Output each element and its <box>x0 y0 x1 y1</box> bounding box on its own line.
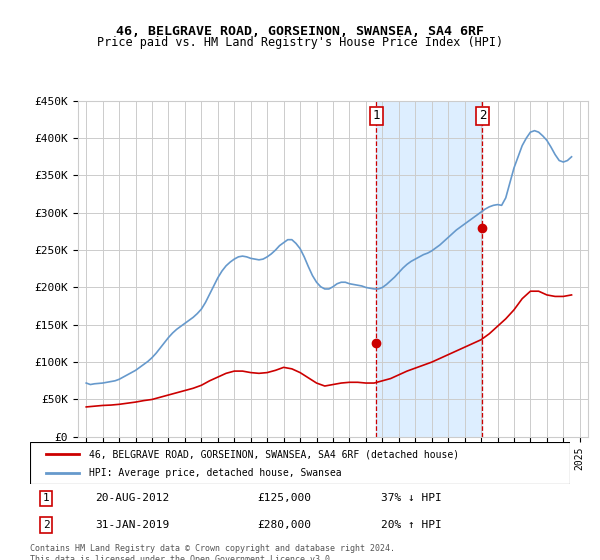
Text: 1: 1 <box>43 493 50 503</box>
Text: £125,000: £125,000 <box>257 493 311 503</box>
FancyBboxPatch shape <box>30 442 570 484</box>
Text: £280,000: £280,000 <box>257 520 311 530</box>
Text: 1: 1 <box>373 109 380 122</box>
Text: Price paid vs. HM Land Registry's House Price Index (HPI): Price paid vs. HM Land Registry's House … <box>97 36 503 49</box>
Text: 20% ↑ HPI: 20% ↑ HPI <box>381 520 442 530</box>
Text: 31-JAN-2019: 31-JAN-2019 <box>95 520 169 530</box>
Text: 2: 2 <box>479 109 486 122</box>
Text: HPI: Average price, detached house, Swansea: HPI: Average price, detached house, Swan… <box>89 468 342 478</box>
Text: Contains HM Land Registry data © Crown copyright and database right 2024.
This d: Contains HM Land Registry data © Crown c… <box>30 544 395 560</box>
Text: 37% ↓ HPI: 37% ↓ HPI <box>381 493 442 503</box>
Bar <box>376 101 482 437</box>
Text: 20-AUG-2012: 20-AUG-2012 <box>95 493 169 503</box>
Text: 46, BELGRAVE ROAD, GORSEINON, SWANSEA, SA4 6RF (detached house): 46, BELGRAVE ROAD, GORSEINON, SWANSEA, S… <box>89 449 460 459</box>
Text: 2: 2 <box>43 520 50 530</box>
Text: 46, BELGRAVE ROAD, GORSEINON, SWANSEA, SA4 6RF: 46, BELGRAVE ROAD, GORSEINON, SWANSEA, S… <box>116 25 484 38</box>
